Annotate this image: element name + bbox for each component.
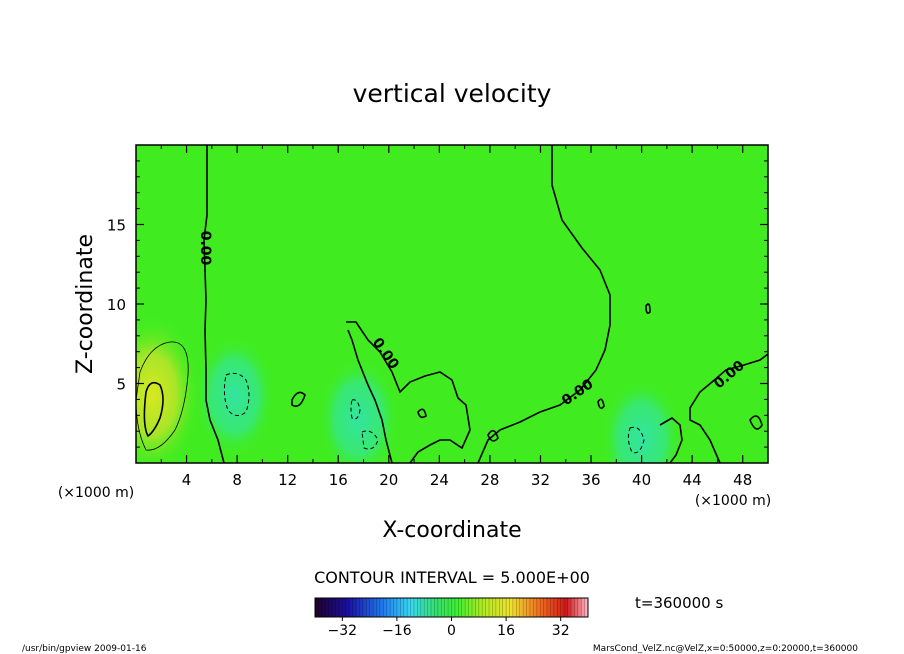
contour-zero-mid xyxy=(346,321,471,463)
contour-interval-label: CONTOUR INTERVAL = 5.000E+00 xyxy=(314,568,590,587)
contour-neg-mid xyxy=(350,399,361,420)
contour-zero-east xyxy=(689,353,768,463)
contour-pos-10 xyxy=(143,381,164,438)
heatmap-features xyxy=(136,314,682,463)
contour-zero-left xyxy=(203,145,225,463)
time-label: t=360000 s xyxy=(635,594,723,612)
contour-small-3 xyxy=(597,398,605,410)
contour-label: 0.00 xyxy=(197,231,213,266)
contour-neg-left xyxy=(223,372,250,416)
colorbar-ticks: −32 −16 0 16 32 xyxy=(328,617,570,639)
footer-left: /usr/bin/gpview 2009-01-16 xyxy=(22,644,147,654)
colorbar-tick-label: −32 xyxy=(328,623,358,639)
x-axis-unit-left: (×1000 m) xyxy=(58,485,134,501)
colorbar-tick-label: 16 xyxy=(497,623,515,639)
heatmap-feature-3 xyxy=(601,379,682,463)
x-axis-label: X-coordinate xyxy=(382,518,521,543)
colorbar: −32 −16 0 16 32 xyxy=(314,597,589,639)
contour-small-2 xyxy=(417,408,427,419)
contour-neg-mid2 xyxy=(361,430,379,450)
colorbar-bins xyxy=(318,598,585,617)
y-tick-label: 10 xyxy=(107,296,126,314)
y-axis-label: Z-coordinate xyxy=(73,234,98,374)
y-axis-ticks: 5 10 15 xyxy=(107,160,768,448)
x-tick-label: 40 xyxy=(632,471,651,489)
chart-title: vertical velocity xyxy=(353,79,552,108)
contour-zero-east2 xyxy=(659,417,683,463)
contour-neg-east xyxy=(627,426,645,454)
contour-small-4 xyxy=(645,303,651,314)
x-axis-unit-right: (×1000 m) xyxy=(695,493,771,509)
x-tick-label: 44 xyxy=(683,471,702,489)
y-tick-label: 5 xyxy=(116,376,126,394)
contour-small-6 xyxy=(487,429,499,442)
heatmap-feature-1 xyxy=(194,336,275,457)
x-tick-label: 24 xyxy=(430,471,449,489)
x-tick-label: 8 xyxy=(232,471,242,489)
heatmap-feature-2 xyxy=(318,358,399,463)
x-tick-label: 4 xyxy=(182,471,192,489)
x-tick-label: 12 xyxy=(278,471,297,489)
x-axis-ticks: 4 8 12 16 20 24 28 32 36 40 44 48 xyxy=(160,145,752,489)
x-tick-label: 16 xyxy=(329,471,348,489)
colorbar-tick-label: 32 xyxy=(552,623,570,639)
y-tick-label: 15 xyxy=(107,217,126,235)
contour-lines xyxy=(136,145,768,463)
heatmap-feature-0 xyxy=(136,314,201,463)
contour-zero-right xyxy=(477,145,611,463)
x-tick-label: 36 xyxy=(581,471,600,489)
contour-negative xyxy=(223,372,645,454)
x-tick-label: 20 xyxy=(379,471,398,489)
contour-small-1 xyxy=(291,391,306,408)
x-tick-label: 28 xyxy=(480,471,499,489)
plot-area xyxy=(136,145,768,463)
colorbar-tick-label: 0 xyxy=(447,623,456,639)
x-tick-label: 48 xyxy=(733,471,752,489)
contour-zero-mid2 xyxy=(347,329,393,463)
colorbar-tick-label: −16 xyxy=(382,623,412,639)
footer-right: MarsCond_VelZ.nc@VelZ,x=0:50000,z=0:2000… xyxy=(593,644,858,654)
contour-small-5 xyxy=(749,415,763,430)
x-tick-label: 32 xyxy=(531,471,550,489)
contour-pos-5 xyxy=(136,341,189,451)
